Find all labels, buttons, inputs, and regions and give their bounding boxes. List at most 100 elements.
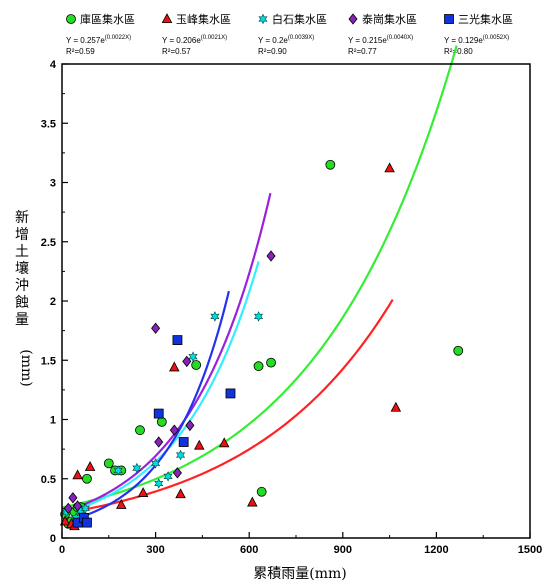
equation-exponent: (0.0040X) <box>387 35 413 41</box>
data-point-series-3 <box>151 458 161 469</box>
legend-r2-5: R²=0.80 <box>444 47 473 56</box>
data-point-series-5 <box>172 335 183 346</box>
legend-equation-1: Y = 0.257e(0.0022X) <box>66 35 131 45</box>
y-tick-label: 1.5 <box>41 355 56 367</box>
fit-curve-2 <box>61 299 394 515</box>
data-point-series-4 <box>266 250 276 262</box>
legend-marker-1 <box>66 14 76 24</box>
data-point-series-4 <box>154 436 164 448</box>
data-point-series-2 <box>169 361 180 372</box>
data-point-series-3 <box>163 471 173 482</box>
data-point-series-5 <box>82 517 92 528</box>
fit-curve-4 <box>61 192 272 514</box>
x-tick-label: 600 <box>240 544 258 556</box>
data-point-series-3 <box>188 351 198 363</box>
legend-label-3: 白石集水區 <box>272 12 327 26</box>
equation-prefix: Y = 0.257e <box>66 36 105 45</box>
y-tick-label: 0.5 <box>41 474 56 486</box>
x-tick-label: 1500 <box>518 544 542 556</box>
equation-exponent: (0.0039X) <box>288 35 314 41</box>
y-axis-title-char: 量 <box>15 312 29 328</box>
data-point-series-5 <box>153 408 164 419</box>
x-tick-label: 0 <box>59 544 65 556</box>
data-point-series-5 <box>178 437 189 447</box>
legend-label-4: 泰崗集水區 <box>362 12 417 26</box>
data-point-series-2 <box>384 162 395 173</box>
x-tick-label: 300 <box>146 544 164 556</box>
data-point-series-2 <box>390 401 402 412</box>
x-tick-label: 900 <box>334 544 352 556</box>
y-tick-label: 2 <box>50 296 56 308</box>
data-point-series-4 <box>151 322 161 334</box>
data-point-series-1 <box>156 416 167 427</box>
data-point-series-3 <box>132 462 142 474</box>
fit-curves <box>61 45 458 524</box>
data-point-series-1 <box>325 159 336 170</box>
equation-prefix: Y = 0.2e <box>258 36 288 45</box>
legend-marker-4 <box>348 13 358 25</box>
data-point-series-2 <box>116 498 127 509</box>
y-tick-label: 2.5 <box>41 237 56 249</box>
legend-equation-2: Y = 0.206e(0.0021X) <box>162 35 227 45</box>
data-point-series-4 <box>68 492 78 504</box>
data-point-series-5 <box>225 388 236 399</box>
legend-marker-2 <box>161 13 173 24</box>
equation-exponent: (0.0021X) <box>201 35 227 41</box>
y-tick-label: 4 <box>50 59 57 71</box>
equation-exponent: (0.0052X) <box>483 35 509 41</box>
data-point-series-1 <box>191 360 202 370</box>
data-point-series-4 <box>169 424 179 436</box>
x-axis-title: 累積雨量(mm) <box>253 566 346 582</box>
plot-area-frame <box>61 63 531 539</box>
legend-marker-5 <box>444 14 454 24</box>
data-point-series-4 <box>182 355 192 368</box>
legend: 庫區集水區 Y = 0.257e(0.0022X) R²=0.59 玉峰集水區 Y = … <box>66 12 513 56</box>
y-tick-label: 3.5 <box>41 118 56 130</box>
data-point-series-1 <box>135 425 145 436</box>
y-axis-title-char: 沖 <box>15 278 29 294</box>
data-point-series-2 <box>194 439 205 450</box>
equation-exponent: (0.0022X) <box>105 35 131 41</box>
data-point-series-2 <box>137 487 149 497</box>
legend-r2-1: R²=0.59 <box>66 47 95 56</box>
data-point-series-1 <box>256 486 267 497</box>
legend-label-1: 庫區集水區 <box>80 12 135 26</box>
data-point-series-3 <box>175 449 186 461</box>
data-point-series-4 <box>172 467 182 479</box>
y-axis-title-char: 土 <box>15 244 29 260</box>
equation-prefix: Y = 0.129e <box>444 36 483 45</box>
fit-curve-5 <box>61 290 230 524</box>
y-axis-title-char: 新 <box>15 210 29 226</box>
equation-prefix: Y = 0.206e <box>162 36 201 45</box>
y-tick-label: 0 <box>50 533 56 545</box>
legend-r2-4: R²=0.77 <box>348 47 377 56</box>
legend-label-2: 玉峰集水區 <box>176 12 231 26</box>
fit-curve-3 <box>61 261 260 516</box>
legend-label-5: 三光集水區 <box>458 12 513 26</box>
data-point-series-2 <box>175 488 186 499</box>
y-axis-title-unit: (mm) <box>18 349 34 386</box>
y-axis-title-char: 壤 <box>15 260 29 277</box>
y-tick-label: 1 <box>50 415 56 427</box>
legend-r2-3: R²=0.90 <box>258 47 287 56</box>
data-point-series-3 <box>113 465 123 476</box>
x-tick-label: 1200 <box>424 544 448 556</box>
data-point-series-2 <box>59 515 71 526</box>
data-point-series-1 <box>253 361 264 372</box>
legend-equation-4: Y = 0.215e(0.0040X) <box>348 35 413 45</box>
fit-curve-1 <box>61 45 458 509</box>
data-point-series-4 <box>185 419 195 432</box>
legend-r2-2: R²=0.57 <box>162 47 191 56</box>
legend-equation-5: Y = 0.129e(0.0052X) <box>444 35 509 45</box>
data-point-series-1 <box>103 458 114 469</box>
data-point-series-2 <box>72 469 83 480</box>
data-point-series-2 <box>84 461 96 471</box>
data-point-series-2 <box>247 496 258 507</box>
data-point-series-3 <box>154 478 164 489</box>
data-point-series-1 <box>266 357 276 368</box>
data-point-series-4 <box>63 502 73 515</box>
data-point-series-3 <box>253 311 264 322</box>
y-axis-title-char: 增 <box>15 227 29 243</box>
data-point-series-3 <box>210 311 220 322</box>
